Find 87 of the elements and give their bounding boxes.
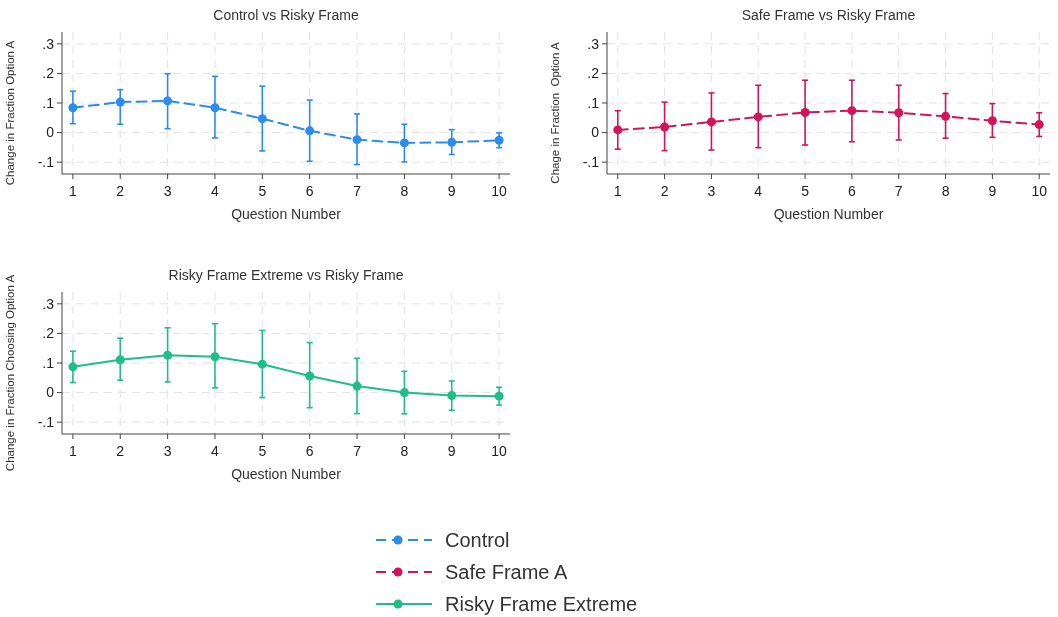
y-axis-title: Change in Fraction Option A bbox=[4, 40, 16, 186]
x-tick-label: 10 bbox=[491, 183, 508, 199]
y-tick-label: -.1 bbox=[37, 414, 55, 431]
point bbox=[163, 96, 173, 106]
x-tick-label: 5 bbox=[801, 183, 810, 199]
point bbox=[210, 103, 220, 113]
x-tick-label: 3 bbox=[163, 443, 172, 459]
point bbox=[163, 350, 173, 360]
x-tick-label: 10 bbox=[1031, 183, 1048, 199]
point bbox=[613, 125, 623, 135]
point bbox=[494, 135, 504, 145]
point bbox=[115, 355, 125, 365]
point bbox=[305, 126, 315, 136]
point bbox=[68, 103, 78, 113]
x-tick-label: 5 bbox=[258, 183, 267, 199]
chart-title: Risky Frame Extreme vs Risky Frame bbox=[168, 267, 404, 283]
x-tick-label: 2 bbox=[116, 183, 125, 199]
x-tick-label: 3 bbox=[707, 183, 716, 199]
y-tick-label: .2 bbox=[587, 65, 600, 82]
point bbox=[941, 111, 951, 121]
y-tick-label: .1 bbox=[587, 94, 600, 111]
y-tick-label: .1 bbox=[42, 94, 55, 111]
point bbox=[847, 106, 857, 116]
y-tick-label: .2 bbox=[42, 65, 55, 82]
point bbox=[660, 122, 670, 132]
point bbox=[800, 107, 810, 117]
point bbox=[894, 108, 904, 118]
y-axis-title: Change in Fraction Choosing Option A bbox=[4, 274, 16, 472]
point bbox=[1034, 120, 1044, 130]
y-tick-label: -.1 bbox=[37, 154, 55, 171]
point bbox=[352, 135, 362, 145]
y-tick-label: .3 bbox=[42, 35, 55, 52]
x-axis-title: Question Number bbox=[231, 466, 342, 482]
point bbox=[257, 114, 267, 124]
x-axis-title: Question Number bbox=[773, 206, 884, 222]
legend-label: Risky Frame Extreme bbox=[445, 593, 638, 615]
point bbox=[115, 97, 125, 107]
y-tick-label: -.1 bbox=[582, 154, 600, 171]
x-tick-label: 3 bbox=[163, 183, 172, 199]
y-tick-label: .2 bbox=[42, 325, 55, 342]
y-tick-label: 0 bbox=[591, 124, 600, 141]
point bbox=[68, 362, 78, 372]
legend-label: Control bbox=[445, 529, 510, 551]
x-tick-label: 7 bbox=[894, 183, 903, 199]
x-tick-label: 4 bbox=[211, 183, 220, 199]
point bbox=[987, 116, 997, 126]
point bbox=[210, 352, 220, 362]
point bbox=[305, 371, 315, 381]
y-tick-label: .3 bbox=[587, 35, 600, 52]
x-tick-label: 10 bbox=[491, 443, 508, 459]
x-tick-label: 4 bbox=[754, 183, 763, 199]
x-tick-label: 9 bbox=[988, 183, 997, 199]
chart-title: Safe Frame vs Risky Frame bbox=[741, 7, 916, 23]
x-tick-label: 1 bbox=[613, 183, 622, 199]
x-tick-label: 5 bbox=[258, 443, 267, 459]
x-tick-label: 4 bbox=[211, 443, 220, 459]
point bbox=[399, 138, 409, 148]
point bbox=[753, 112, 763, 122]
y-tick-label: .1 bbox=[42, 354, 55, 371]
x-tick-label: 9 bbox=[447, 443, 456, 459]
point bbox=[257, 359, 267, 369]
point bbox=[399, 388, 409, 398]
x-tick-label: 1 bbox=[68, 443, 77, 459]
x-tick-label: 6 bbox=[305, 183, 314, 199]
x-axis-title: Question Number bbox=[231, 206, 342, 222]
y-tick-label: .3 bbox=[42, 295, 55, 312]
legend-label: Safe Frame A bbox=[445, 561, 568, 583]
y-tick-label: 0 bbox=[46, 384, 55, 401]
x-tick-label: 6 bbox=[305, 443, 314, 459]
point bbox=[352, 381, 362, 391]
x-tick-label: 2 bbox=[660, 183, 669, 199]
x-tick-label: 6 bbox=[848, 183, 857, 199]
x-tick-label: 1 bbox=[68, 183, 77, 199]
x-tick-label: 7 bbox=[353, 183, 362, 199]
y-tick-label: 0 bbox=[46, 124, 55, 141]
x-tick-label: 8 bbox=[400, 443, 409, 459]
x-tick-label: 8 bbox=[941, 183, 950, 199]
x-tick-label: 2 bbox=[116, 443, 125, 459]
x-tick-label: 8 bbox=[400, 183, 409, 199]
x-tick-label: 9 bbox=[447, 183, 456, 199]
y-axis-title: Chage in Fraction Option A bbox=[549, 42, 561, 184]
point bbox=[447, 391, 457, 401]
point bbox=[494, 391, 504, 401]
chart-title: Control vs Risky Frame bbox=[213, 7, 359, 23]
x-tick-label: 7 bbox=[353, 443, 362, 459]
point bbox=[447, 137, 457, 147]
point bbox=[706, 117, 716, 127]
